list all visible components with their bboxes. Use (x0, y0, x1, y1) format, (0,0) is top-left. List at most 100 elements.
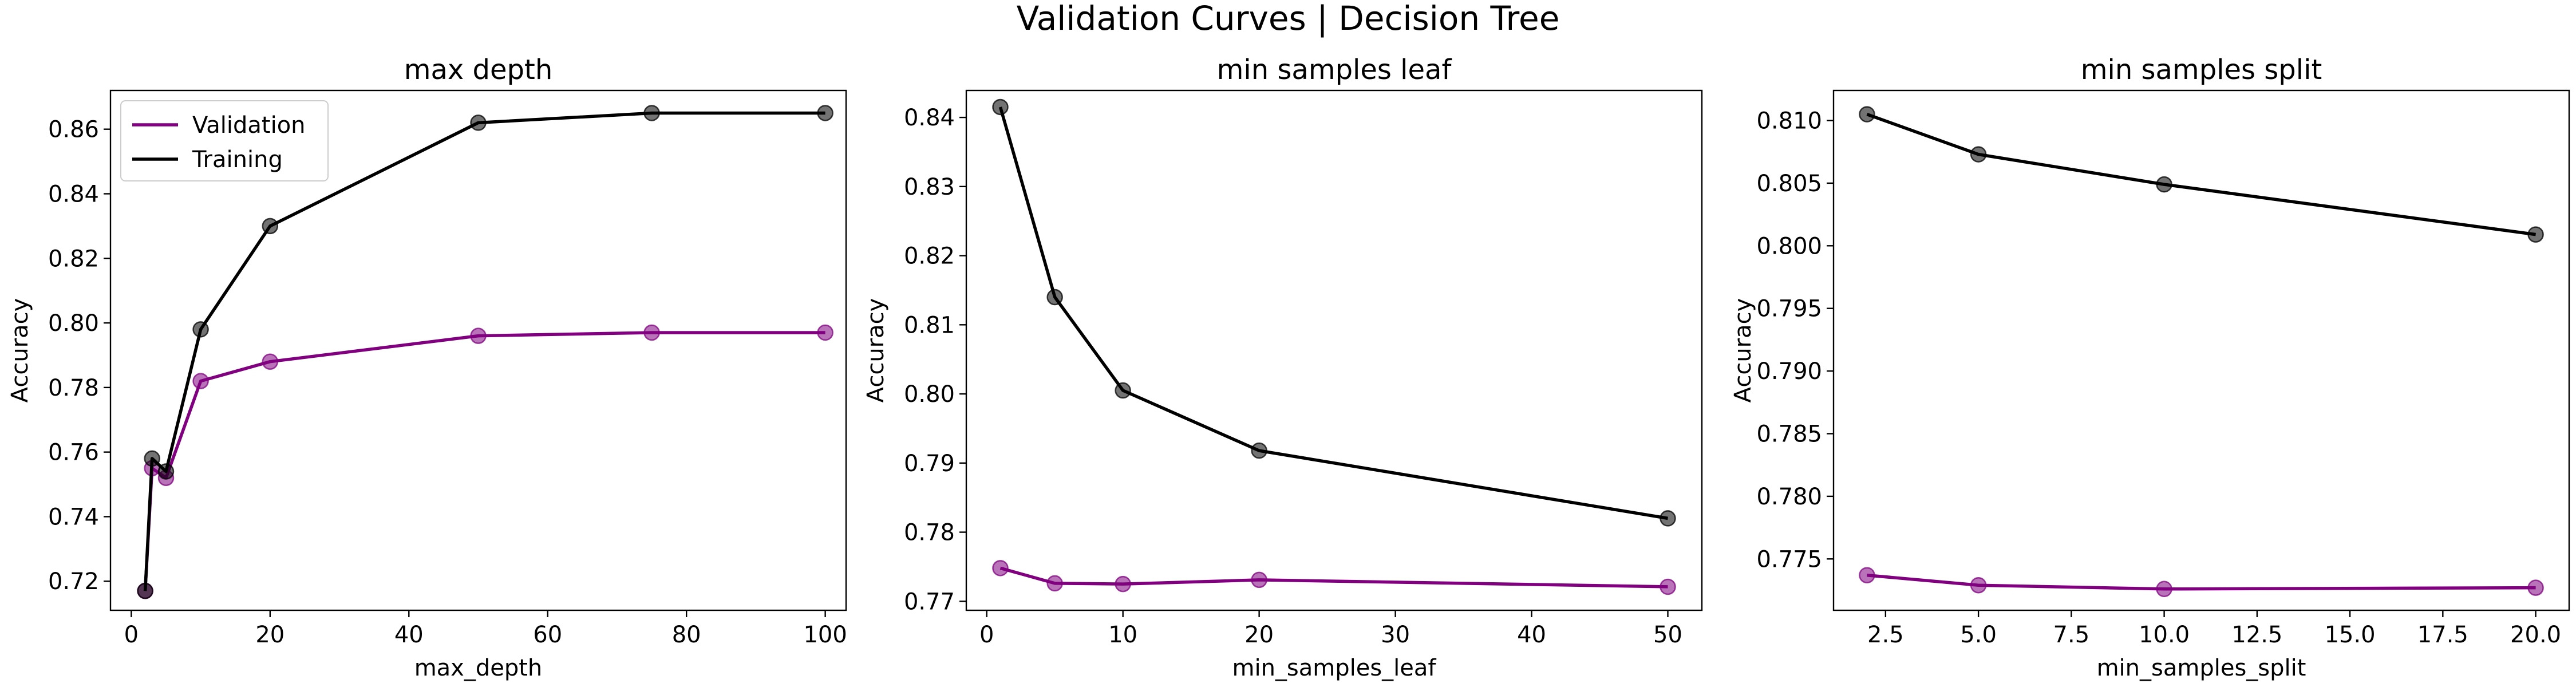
series-line-validation (999, 566, 1668, 589)
data-point-training (157, 463, 175, 480)
data-point-validation (817, 324, 833, 341)
data-point-validation (1251, 571, 1267, 589)
data-point-training (817, 105, 833, 121)
data-point-training (2156, 176, 2172, 193)
x-tick-label: 0 (979, 622, 994, 648)
data-point-training (192, 321, 209, 338)
subplot-min-samples-split: min samples split min_samples_split Accura… (1730, 54, 2570, 681)
x-axis-label: min_samples_split (2097, 655, 2306, 681)
x-tick-label: 7.5 (2053, 622, 2090, 648)
x-tick-label: 15.0 (2325, 622, 2376, 648)
plot-area-frame (109, 89, 847, 611)
data-point-training (1859, 106, 1875, 123)
x-tick-label: 10.0 (2139, 622, 2190, 648)
data-point-validation (1859, 567, 1875, 583)
legend-label-training: Training (192, 147, 283, 173)
y-tick-label: 0.78 (904, 520, 955, 546)
y-tick-label: 0.81 (904, 312, 955, 338)
plot-area-frame (1832, 89, 2570, 611)
series-line-validation (1867, 573, 2536, 591)
plot-area-frame (965, 89, 1703, 611)
data-point-training (1046, 289, 1063, 306)
series-line-training (998, 106, 1668, 520)
x-tick-label: 5.0 (1960, 622, 1997, 648)
y-axis-label: Accuracy (863, 298, 889, 403)
data-point-validation (2156, 581, 2172, 598)
subplot-max-depth: max depth max_depth Accuracy 0 20 40 60 80 100 0.… (7, 54, 847, 681)
y-tick-label: 0.82 (904, 243, 955, 270)
x-tick-label: 20.0 (2510, 622, 2561, 648)
x-tick-label: 50 (1653, 622, 1682, 648)
y-tick-label: 0.810 (1756, 108, 1822, 135)
x-tick-label: 40 (394, 622, 424, 648)
x-tick-label: 60 (533, 622, 562, 648)
subplot-title: min samples split (2081, 54, 2322, 86)
y-tick-label: 0.83 (904, 174, 955, 200)
subplot-title: max depth (404, 54, 553, 86)
data-point-validation (1660, 578, 1676, 595)
y-tick-label: 0.79 (904, 451, 955, 477)
data-point-training (1660, 510, 1676, 527)
data-point-training (1970, 146, 1987, 163)
y-tick-label: 0.80 (48, 310, 99, 337)
y-tick-label: 0.82 (48, 246, 99, 272)
data-point-training (470, 114, 487, 131)
x-tick-label: 80 (672, 622, 701, 648)
data-point-training (262, 218, 279, 235)
x-tick-label: 10 (1108, 622, 1137, 648)
data-point-training (992, 98, 1009, 116)
data-point-validation (192, 373, 209, 389)
y-axis-label: Accuracy (1730, 298, 1756, 403)
data-point-validation (262, 353, 279, 370)
series-line-training (1866, 113, 2536, 236)
data-point-training (137, 582, 153, 599)
y-tick-label: 0.84 (48, 181, 99, 207)
x-axis-label: min_samples_leaf (1232, 655, 1436, 681)
data-point-validation (2527, 579, 2544, 596)
subplot-title: min samples leaf (1217, 54, 1452, 86)
y-tick-label: 0.72 (48, 568, 99, 595)
data-point-training (2527, 226, 2544, 243)
data-point-training (1115, 382, 1131, 399)
legend-label-validation: Validation (192, 112, 306, 139)
series-line-validation (143, 331, 825, 591)
subplot-min-samples-leaf: min samples leaf min_samples_leaf Accuracy… (863, 54, 1703, 681)
y-tick-label: 0.795 (1756, 296, 1822, 322)
figure-suptitle: Validation Curves | Decision Tree (1017, 0, 1560, 38)
series-line-training (143, 111, 825, 591)
x-tick-label: 2.5 (1867, 622, 1904, 648)
data-point-training (144, 450, 160, 467)
y-tick-label: 0.77 (904, 589, 955, 615)
legend-box (120, 100, 329, 181)
data-point-validation (643, 324, 660, 341)
y-axis-label: Accuracy (7, 298, 33, 403)
y-tick-label: 0.78 (48, 375, 99, 401)
y-tick-label: 0.84 (904, 105, 955, 131)
x-axis-label: max_depth (414, 655, 543, 681)
x-tick-label: 17.5 (2417, 622, 2468, 648)
x-tick-label: 0 (124, 622, 139, 648)
data-point-validation (992, 560, 1009, 577)
x-tick-label: 100 (803, 622, 847, 648)
data-point-validation (1970, 577, 1987, 594)
x-tick-label: 30 (1381, 622, 1410, 648)
data-point-training (643, 105, 660, 121)
x-tick-label: 20 (1244, 622, 1274, 648)
y-tick-label: 0.805 (1756, 171, 1822, 197)
data-point-validation (1046, 575, 1063, 592)
data-point-training (1251, 442, 1267, 459)
x-tick-label: 12.5 (2231, 622, 2282, 648)
y-tick-label: 0.790 (1756, 358, 1822, 385)
y-tick-label: 0.80 (904, 381, 955, 408)
y-tick-label: 0.775 (1756, 546, 1822, 572)
x-tick-label: 20 (255, 622, 285, 648)
data-point-validation (470, 327, 487, 344)
y-tick-label: 0.785 (1756, 421, 1822, 447)
y-tick-label: 0.800 (1756, 233, 1822, 259)
y-tick-label: 0.76 (48, 440, 99, 466)
y-tick-label: 0.86 (48, 117, 99, 143)
y-tick-label: 0.74 (48, 504, 99, 530)
data-point-validation (1115, 575, 1131, 593)
x-tick-label: 40 (1517, 622, 1546, 648)
